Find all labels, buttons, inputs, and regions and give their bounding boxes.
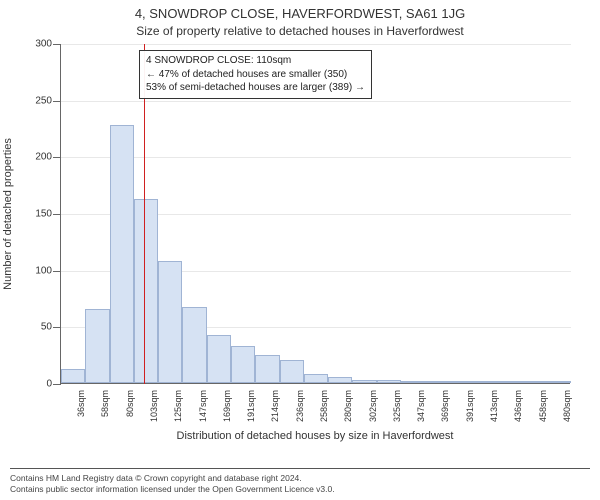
histogram-bar bbox=[158, 261, 182, 383]
histogram-bar bbox=[182, 307, 206, 383]
histogram-bar bbox=[425, 381, 449, 383]
histogram-bar bbox=[352, 380, 376, 383]
histogram-bar bbox=[401, 381, 425, 383]
plot-area: 4 SNOWDROP CLOSE: 110sqm ← 47% of detach… bbox=[60, 44, 570, 384]
y-tick bbox=[53, 214, 61, 215]
histogram-bar bbox=[110, 125, 134, 383]
footer-line-2: Contains public sector information licen… bbox=[10, 484, 590, 495]
y-tick bbox=[53, 101, 61, 102]
chart-container: 4, SNOWDROP CLOSE, HAVERFORDWEST, SA61 1… bbox=[0, 0, 600, 500]
x-axis-label: Distribution of detached houses by size … bbox=[60, 430, 570, 442]
y-tick-label: 150 bbox=[12, 209, 52, 220]
y-tick-label: 50 bbox=[12, 322, 52, 333]
histogram-bar bbox=[498, 381, 522, 383]
histogram-bar bbox=[280, 360, 304, 383]
footer: Contains HM Land Registry data © Crown c… bbox=[10, 468, 590, 495]
y-tick-label: 100 bbox=[12, 265, 52, 276]
histogram-bar bbox=[255, 355, 279, 383]
annotation-box: 4 SNOWDROP CLOSE: 110sqm ← 47% of detach… bbox=[139, 50, 372, 99]
annotation-line-3: 53% of semi-detached houses are larger (… bbox=[146, 81, 365, 95]
histogram-bar bbox=[207, 335, 231, 383]
chart-title-sub: Size of property relative to detached ho… bbox=[0, 24, 600, 38]
y-tick-label: 250 bbox=[12, 95, 52, 106]
y-tick-label: 0 bbox=[12, 379, 52, 390]
histogram-bar bbox=[134, 199, 158, 383]
y-tick bbox=[53, 384, 61, 385]
y-tick-label: 300 bbox=[12, 39, 52, 50]
histogram-bar bbox=[474, 381, 498, 383]
histogram-bar bbox=[328, 377, 352, 383]
histogram-bar bbox=[304, 374, 328, 383]
histogram-bar bbox=[85, 309, 109, 383]
histogram-bar bbox=[522, 381, 546, 383]
histogram-bar bbox=[450, 381, 474, 383]
histogram-bar bbox=[547, 381, 571, 383]
y-tick bbox=[53, 327, 61, 328]
footer-line-1: Contains HM Land Registry data © Crown c… bbox=[10, 473, 590, 484]
annotation-line-2: ← 47% of detached houses are smaller (35… bbox=[146, 68, 365, 82]
histogram-bar bbox=[231, 346, 255, 383]
y-tick bbox=[53, 157, 61, 158]
y-tick bbox=[53, 44, 61, 45]
y-tick bbox=[53, 271, 61, 272]
histogram-bar bbox=[61, 369, 85, 383]
annotation-line-1: 4 SNOWDROP CLOSE: 110sqm bbox=[146, 54, 365, 68]
histogram-bar bbox=[377, 380, 401, 383]
y-tick-label: 200 bbox=[12, 152, 52, 163]
chart-title-main: 4, SNOWDROP CLOSE, HAVERFORDWEST, SA61 1… bbox=[0, 6, 600, 21]
